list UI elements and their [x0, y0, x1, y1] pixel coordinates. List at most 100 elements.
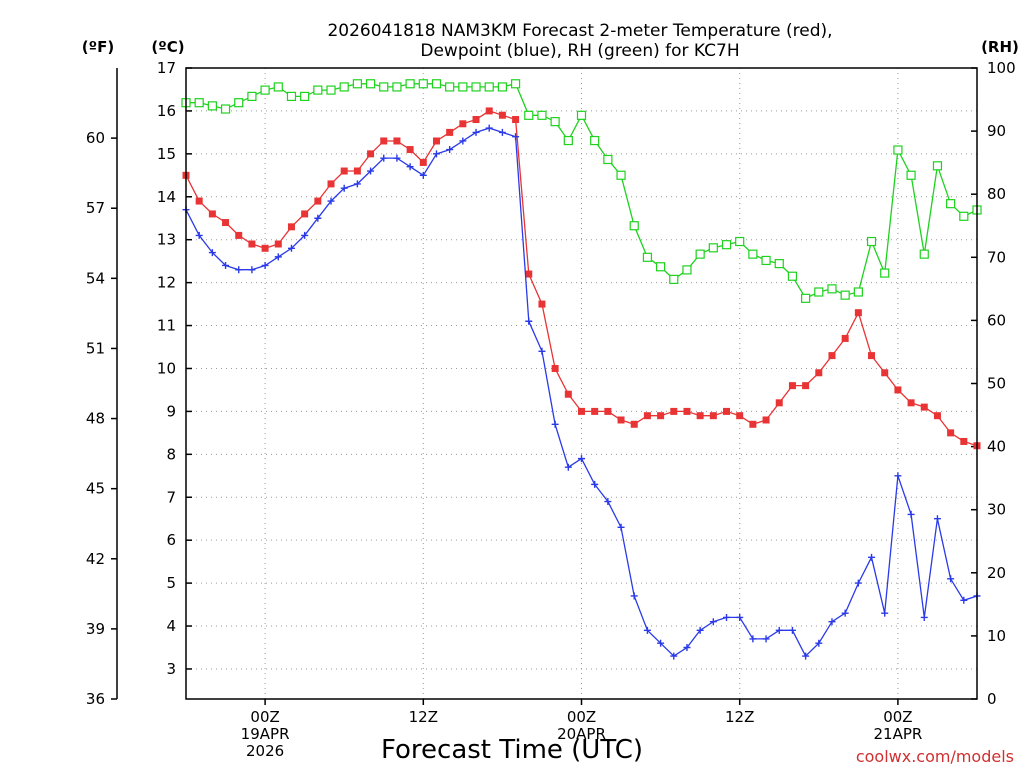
rh-point [471, 82, 481, 92]
celsius-tick-label: 17 [157, 59, 176, 77]
x-axis-label: Forecast Time (UTC) [381, 735, 643, 765]
rh-tick-label: 70 [987, 248, 1006, 266]
celsius-tick-label: 10 [157, 359, 176, 377]
dewpoint-point [657, 639, 665, 647]
rh-point [853, 287, 863, 297]
rh-point [866, 236, 877, 247]
chart-title-line-1: 2026041818 NAM3KM Forecast 2-meter Tempe… [327, 21, 832, 41]
temperature-point [617, 416, 625, 424]
fahrenheit-axis-unit: (ºF) [82, 38, 114, 56]
dewpoint-point [881, 609, 889, 617]
rh-point [840, 290, 850, 300]
dewpoint-point [762, 635, 770, 643]
fahrenheit-tick-label: 39 [86, 620, 105, 638]
rh-point [537, 110, 547, 120]
celsius-tick-label: 7 [166, 488, 176, 506]
rh-tick-label: 20 [987, 564, 1006, 582]
temperature-point [512, 116, 520, 124]
dewpoint-point [485, 124, 493, 132]
grid [186, 68, 977, 699]
temperature-point [314, 197, 322, 205]
dewpoint-point [683, 643, 691, 651]
fahrenheit-tick-label: 45 [86, 480, 105, 498]
rh-axis: 0 10 20 30 40 50 60 70 80 90 100 [971, 59, 1016, 708]
rh-point [642, 252, 653, 262]
temperature-point [419, 158, 427, 166]
celsius-tick-label: 16 [157, 102, 176, 120]
dewpoint-point [868, 553, 876, 561]
dewpoint-point [419, 171, 427, 179]
rh-point [313, 85, 323, 95]
temperature-point [498, 111, 506, 119]
dewpoint-point [854, 579, 862, 587]
chart-title-line-2: Dewpoint (blue), RH (green) for KC7H [420, 41, 739, 61]
rh-point [379, 82, 389, 92]
rh-point [286, 91, 297, 101]
dewpoint-point [367, 167, 375, 175]
dewpoint-point [380, 154, 388, 162]
rh-point [669, 274, 679, 284]
rh-point [445, 82, 455, 92]
rh-point [906, 170, 916, 180]
dewpoint-point [749, 635, 757, 643]
dewpoint-point [630, 592, 638, 600]
rh-point [524, 110, 534, 120]
temperature-point [367, 150, 375, 158]
temperature-point [604, 407, 612, 415]
temperature-point [274, 240, 282, 248]
temperature-point [327, 180, 335, 188]
rh-tick-label: 50 [987, 375, 1006, 393]
temperature-point [301, 210, 309, 218]
rh-tick-label: 10 [987, 627, 1006, 645]
dewpoint-point [432, 150, 440, 158]
rh-tick-label: 40 [987, 438, 1006, 456]
temperature-point [235, 231, 243, 239]
rh-point [550, 117, 560, 127]
fahrenheit-tick-label: 51 [86, 339, 105, 357]
rh-point [352, 79, 362, 89]
rh-point [194, 98, 204, 108]
temperature-point [459, 120, 467, 128]
time-tick-label: 20APR [557, 725, 606, 743]
dewpoint-point [261, 261, 269, 269]
celsius-tick-label: 14 [157, 188, 176, 206]
rh-point [893, 145, 903, 155]
dewpoint-point [393, 154, 401, 162]
temperature-point [564, 390, 572, 398]
rh-point [260, 85, 270, 95]
dewpoint-point [459, 137, 467, 145]
rh-point [365, 79, 376, 89]
dewpoint-point [709, 618, 717, 626]
dewpoint-point [235, 266, 243, 274]
temperature-point [775, 399, 783, 407]
dewpoint-point [472, 128, 480, 136]
rh-point [484, 82, 494, 92]
rh-point [919, 249, 929, 259]
rh-point [339, 82, 349, 92]
dewpoint-point [301, 231, 309, 239]
time-tick-label: 00Z [567, 708, 596, 726]
dewpoint-point [578, 455, 585, 463]
temperature-point [933, 412, 941, 420]
fahrenheit-tick-label: 36 [86, 690, 105, 708]
rh-point [603, 154, 613, 165]
dewpoint-point [512, 133, 520, 141]
rh-point [458, 82, 468, 92]
dewpoint-point [604, 498, 612, 506]
temperature-point [630, 420, 638, 428]
temperature-point [195, 197, 203, 205]
dewpoint-point [894, 472, 902, 480]
dewpoint-point [723, 613, 731, 621]
dewpoint-point [670, 652, 678, 660]
dewpoint-point [340, 184, 348, 192]
rh-point [827, 284, 837, 294]
fahrenheit-tick-label: 48 [86, 410, 105, 428]
celsius-axis-unit: (ºC) [151, 38, 184, 56]
rh-point [721, 240, 732, 250]
temperature-point [406, 146, 414, 154]
temperature-point [380, 137, 388, 145]
dewpoint-point [274, 253, 282, 261]
rh-point [735, 236, 745, 247]
celsius-tick-label: 15 [157, 145, 176, 163]
